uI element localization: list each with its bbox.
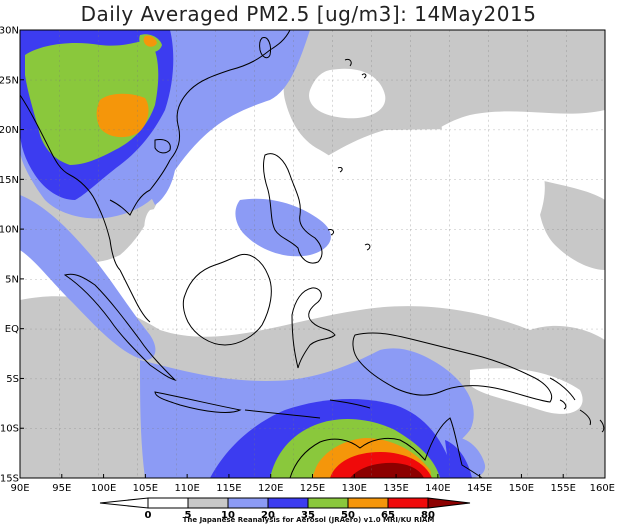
lat-label: 15N — [0, 175, 19, 186]
lon-label: 95E — [52, 483, 71, 494]
lon-label: 130E — [342, 483, 367, 494]
longitude-axis: 90E 95E 100E 105E 110E 115E 120E 125E 130E 135E 14… — [10, 474, 615, 494]
colorbar-segment — [387, 497, 429, 509]
colorbar-label: 65 — [381, 510, 395, 521]
colorbar-lower-arrow — [99, 497, 149, 509]
lon-label: 140E — [425, 483, 450, 494]
colorbar-segment — [227, 497, 269, 509]
colorbar-label: 5 — [185, 510, 192, 521]
map-title: Daily Averaged PM2.5 [ug/m3]: 14May2015 — [80, 2, 537, 26]
colorbar-segment — [307, 497, 349, 509]
colorbar-label: 20 — [261, 510, 275, 521]
colorbar-segment — [347, 497, 389, 509]
lon-label: 120E — [258, 483, 283, 494]
colorbar-segment — [187, 497, 229, 509]
lon-label: 90E — [10, 483, 29, 494]
colorbar-segment — [147, 497, 189, 509]
coastlines — [20, 30, 605, 478]
lon-label: 125E — [300, 483, 325, 494]
lon-label: 160E — [590, 483, 615, 494]
colorbar: 0 5 10 20 35 50 65 80 — [99, 497, 471, 521]
lat-label: 20N — [0, 125, 19, 136]
colorbar-label: 10 — [221, 510, 235, 521]
pm25-field — [20, 30, 605, 478]
lon-label: 150E — [509, 483, 534, 494]
lat-label: 25N — [0, 75, 19, 86]
lat-label: EQ — [5, 324, 19, 335]
lon-label: 110E — [174, 483, 199, 494]
colorbar-upper-arrow — [427, 497, 471, 509]
lat-label: 5N — [5, 274, 19, 285]
colorbar-label: 35 — [301, 510, 315, 521]
colorbar-label: 50 — [341, 510, 355, 521]
credit-line: The Japanese Reanalysis for Aerosol (JRA… — [182, 516, 435, 524]
latitude-axis: 30N 25N 20N 15N 10N 5N EQ 5S 10S 15S — [0, 26, 24, 485]
lon-label: 155E — [551, 483, 576, 494]
colorbar-label: 80 — [421, 510, 435, 521]
lon-label: 105E — [133, 483, 158, 494]
lon-label: 145E — [467, 483, 492, 494]
lat-label: 5S — [6, 374, 19, 385]
lon-label: 100E — [91, 483, 116, 494]
lat-label: 15S — [0, 474, 19, 485]
lon-label: 135E — [383, 483, 408, 494]
lat-label: 30N — [0, 26, 19, 37]
lon-label: 115E — [216, 483, 241, 494]
colorbar-label: 0 — [145, 510, 152, 521]
lat-label: 10N — [0, 225, 19, 236]
colorbar-segment — [267, 497, 309, 509]
lat-label: 10S — [0, 424, 19, 435]
